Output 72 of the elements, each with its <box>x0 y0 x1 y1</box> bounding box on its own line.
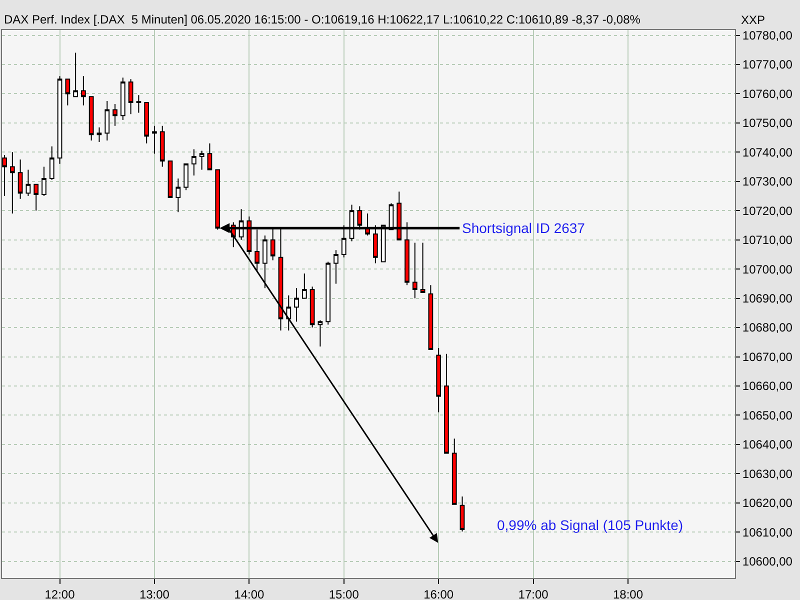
candlestick <box>57 76 62 164</box>
y-tick-label: 10760,00 <box>742 86 793 101</box>
x-tick-label: 13:00 <box>139 587 170 600</box>
candlestick <box>207 142 212 170</box>
y-tick-label: 10770,00 <box>742 58 793 72</box>
y-tick-label: 10620,00 <box>742 496 793 510</box>
candlestick <box>2 154 7 197</box>
candlestick <box>34 184 39 212</box>
candlestick <box>192 148 196 176</box>
candlestick <box>326 261 331 326</box>
candlestick <box>81 76 86 106</box>
candlestick <box>120 77 126 121</box>
candlestick <box>168 160 173 198</box>
candlestick <box>160 125 165 168</box>
candlestick <box>318 320 323 348</box>
y-tick-label: 10650,00 <box>742 408 793 422</box>
y-tick-label: 10680,00 <box>742 320 793 335</box>
y-tick-label: 10780,00 <box>742 28 793 42</box>
candlestick <box>65 78 70 106</box>
y-tick-label: 10750,00 <box>742 116 793 130</box>
candlestick <box>176 178 181 213</box>
candlestick <box>428 284 434 350</box>
y-tick-label: 10730,00 <box>742 174 793 189</box>
y-axis-title: XXP <box>741 13 766 27</box>
candlestick <box>460 496 465 532</box>
annotation: 0,99% ab Signal (105 Punkte) <box>497 517 684 533</box>
x-tick-label: 14:00 <box>234 587 265 600</box>
x-tick-label: 12:00 <box>44 587 76 600</box>
candlestick <box>26 169 31 197</box>
candlestick <box>184 163 188 191</box>
candlestick <box>420 242 426 293</box>
candlestick <box>444 353 449 454</box>
candlestick <box>199 150 204 170</box>
x-tick-label: 18:00 <box>612 587 644 600</box>
candlestick <box>286 294 292 331</box>
candlestick <box>412 242 418 299</box>
y-tick-label: 10670,00 <box>742 350 793 364</box>
candlestick <box>144 102 150 144</box>
candlestick <box>452 438 457 505</box>
candlestick <box>10 152 15 214</box>
candlestick <box>128 78 134 115</box>
y-tick-label: 10700,00 <box>742 262 793 276</box>
candlestick <box>88 96 94 141</box>
annotation: Shortsignal ID 2637 <box>462 220 586 236</box>
candlestick <box>73 52 78 98</box>
candlestick <box>436 347 442 413</box>
candlestick <box>42 166 46 197</box>
x-tick-label: 15:00 <box>328 587 360 600</box>
y-tick-label: 10630,00 <box>742 466 793 481</box>
y-tick-label: 10740,00 <box>742 145 793 160</box>
candlestick <box>262 234 268 289</box>
candlestick <box>112 103 118 126</box>
y-tick-label: 10600,00 <box>742 554 793 569</box>
candlestick <box>96 126 102 142</box>
x-tick-label: 16:00 <box>424 587 454 600</box>
candlestick <box>302 272 307 299</box>
candlestick <box>310 286 315 328</box>
candlestick <box>152 125 157 154</box>
y-tick-label: 10610,00 <box>742 525 793 540</box>
y-tick-label: 10660,00 <box>742 379 793 394</box>
candlestick <box>49 146 54 180</box>
y-tick-label: 10640,00 <box>742 438 793 452</box>
candlestick <box>104 100 110 141</box>
candlestick <box>294 288 299 322</box>
candlestick <box>334 250 338 284</box>
chart-title: DAX Perf. Index [.DAX 5 Minuten] 06.05.2020 16:15:00 - O:10619,16 H:10622,17 L:10610,22 C:10610,89 -8,37 -0,08% <box>4 12 641 26</box>
y-tick-label: 10690,00 <box>742 292 793 306</box>
x-tick-label: 17:00 <box>518 587 549 600</box>
candlestick <box>18 158 23 200</box>
y-tick-label: 10710,00 <box>742 233 793 248</box>
candlestick <box>136 94 142 114</box>
y-tick-label: 10720,00 <box>742 204 793 218</box>
